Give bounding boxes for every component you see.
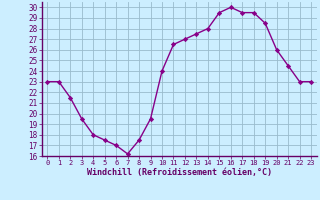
X-axis label: Windchill (Refroidissement éolien,°C): Windchill (Refroidissement éolien,°C) [87, 168, 272, 177]
